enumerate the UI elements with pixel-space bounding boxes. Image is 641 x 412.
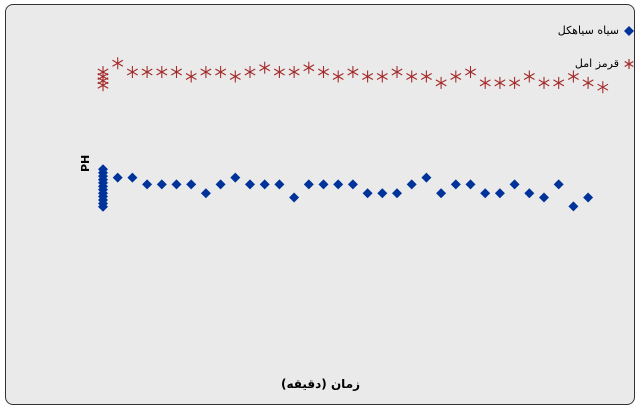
star-point-27 xyxy=(450,70,462,83)
diamond-point-37 xyxy=(480,188,491,199)
star-point-21 xyxy=(362,70,374,83)
star-point-9 xyxy=(185,70,197,83)
diamond-point-35 xyxy=(450,179,461,190)
star-point-8 xyxy=(171,66,182,79)
diamond-point-23 xyxy=(274,179,285,190)
diamond-point-26 xyxy=(318,179,329,190)
star-marker-icon xyxy=(624,58,634,69)
series-red-amol xyxy=(97,57,609,94)
star-point-32 xyxy=(523,70,535,83)
diamond-point-25 xyxy=(303,179,314,190)
diamond-point-19 xyxy=(215,179,226,190)
star-point-3 xyxy=(97,79,109,92)
diamond-point-28 xyxy=(347,179,358,190)
star-point-6 xyxy=(141,66,153,79)
star-point-14 xyxy=(259,61,271,74)
diamond-point-12 xyxy=(112,172,123,183)
star-point-15 xyxy=(273,66,285,79)
diamond-point-24 xyxy=(289,192,300,203)
star-point-36 xyxy=(582,76,594,89)
star-point-25 xyxy=(420,70,432,83)
diamond-point-27 xyxy=(333,179,344,190)
star-point-26 xyxy=(435,76,447,89)
diamond-point-41 xyxy=(539,192,549,203)
diamond-point-30 xyxy=(377,188,388,199)
diamond-point-14 xyxy=(142,179,153,190)
star-point-33 xyxy=(538,76,550,89)
star-point-12 xyxy=(229,70,241,83)
diamond-point-31 xyxy=(392,188,402,199)
y-axis-label: PH xyxy=(79,154,92,172)
legend-item-black-siahkal: سیاه سیاهکل xyxy=(558,24,635,37)
diamond-point-39 xyxy=(509,179,520,190)
star-point-34 xyxy=(553,76,565,89)
star-point-24 xyxy=(406,70,418,83)
diamond-point-15 xyxy=(156,179,167,190)
star-point-16 xyxy=(288,66,300,79)
star-point-35 xyxy=(567,70,579,83)
diamond-point-18 xyxy=(200,188,211,199)
star-point-7 xyxy=(156,66,168,79)
legend-label-black-siahkal: سیاه سیاهکل xyxy=(557,24,619,37)
diamond-point-43 xyxy=(568,201,579,212)
diamond-point-34 xyxy=(436,188,447,199)
star-point-29 xyxy=(479,76,491,89)
diamond-point-16 xyxy=(171,179,182,190)
star-point-10 xyxy=(200,66,212,79)
star-point-30 xyxy=(494,76,506,89)
series-layer xyxy=(97,57,609,212)
legend-label-red-amol: قرمز امل xyxy=(574,57,619,70)
star-point-17 xyxy=(303,61,315,74)
star-point-22 xyxy=(376,70,388,83)
star-point-19 xyxy=(332,70,344,83)
star-point-20 xyxy=(347,66,359,79)
diamond-point-44 xyxy=(583,192,594,203)
diamond-point-21 xyxy=(245,179,255,190)
diamond-point-20 xyxy=(230,172,241,183)
diamond-point-22 xyxy=(259,179,270,190)
diamond-point-11 xyxy=(98,201,108,212)
diamond-point-17 xyxy=(186,179,197,190)
legend-item-red-amol: قرمز امل xyxy=(575,57,635,70)
star-point-31 xyxy=(509,76,521,89)
star-point-37 xyxy=(597,81,609,94)
diamond-point-38 xyxy=(494,188,505,199)
diamond-point-33 xyxy=(421,172,432,183)
star-point-13 xyxy=(244,66,256,79)
diamond-marker-icon xyxy=(624,25,634,36)
chart-area xyxy=(5,4,635,405)
star-point-28 xyxy=(465,66,476,79)
diamond-point-36 xyxy=(465,179,476,190)
diamond-point-32 xyxy=(406,179,417,190)
star-point-23 xyxy=(391,66,403,79)
diamond-point-13 xyxy=(127,172,138,183)
series-black-siahkal xyxy=(98,164,594,212)
diamond-point-40 xyxy=(524,188,535,199)
star-point-11 xyxy=(215,66,227,79)
x-axis-label: زمان (دقیقه) xyxy=(280,377,361,391)
star-point-4 xyxy=(112,57,124,70)
diamond-point-42 xyxy=(553,179,564,190)
diamond-point-29 xyxy=(362,188,373,199)
star-point-18 xyxy=(318,66,329,79)
star-point-5 xyxy=(126,66,138,79)
